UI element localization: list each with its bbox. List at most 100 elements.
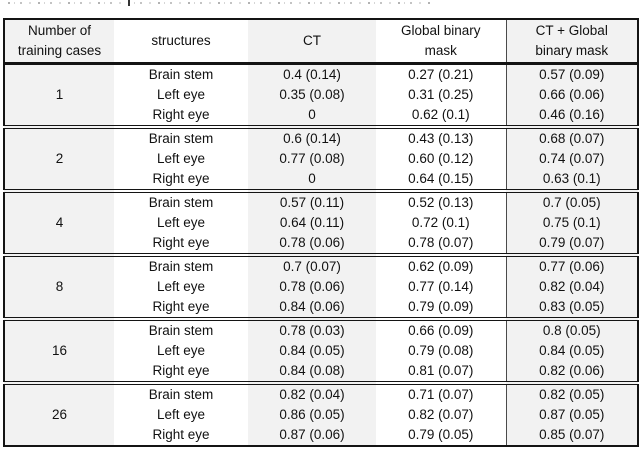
ct-global-binary-mask-score-cell: 0.7 (0.05) <box>505 189 638 213</box>
ct-global-binary-mask-score-cell: 0.75 (0.1) <box>505 213 638 233</box>
structure-cell: Left eye <box>156 343 206 359</box>
ct-global-binary-mask-score-cell: 0.46 (0.16) <box>505 105 638 127</box>
global-binary-mask-score-cell: 0.27 (0.21) <box>408 67 474 83</box>
global-binary-mask-score-cell: 0.82 (0.07) <box>408 407 474 423</box>
table-row: Right eye 0.78 (0.06) 0.78 (0.07) 0.79 (0.0… <box>4 233 638 255</box>
structure-cell: Right eye <box>152 363 210 379</box>
ct-score-cell: 0.57 (0.11) <box>248 189 376 213</box>
ct-global-binary-mask-score-cell: 0.57 (0.09) <box>505 63 638 85</box>
table-row: Left eye 0.64 (0.11) 0.72 (0.1) 0.75 (0.1) <box>4 213 638 233</box>
ct-score-cell: 0 <box>308 171 316 187</box>
table-row: Left eye 0.35 (0.08) 0.31 (0.25) 0.66 (0.06… <box>4 85 638 105</box>
structure-cell: Brain stem <box>114 253 248 277</box>
training-cases-cell: 16 <box>4 317 114 383</box>
structure-cell: Right eye <box>152 235 210 251</box>
structure-cell: Right eye <box>152 427 210 443</box>
ct-score-cell: 0.86 (0.05) <box>279 407 345 423</box>
ct-score-cell: 0.77 (0.08) <box>279 151 345 167</box>
ct-global-binary-mask-score-cell: 0.84 (0.05) <box>505 341 638 361</box>
global-binary-mask-score-cell: 0.52 (0.13) <box>376 189 506 213</box>
structure-cell: Brain stem <box>148 67 214 83</box>
table-row: Right eye 0 0.64 (0.15) 0.63 (0.1) <box>4 169 638 191</box>
structure-cell: Brain stem <box>114 317 248 341</box>
training-cases-cell: 8 <box>4 253 114 319</box>
global-binary-mask-score-cell: 0.66 (0.09) <box>376 317 506 341</box>
table-row: Right eye 0.84 (0.08) 0.81 (0.07) 0.82 (0.0… <box>4 361 638 383</box>
header-number-of-training-cases: Number of training cases <box>4 19 114 65</box>
structure-cell: Right eye <box>152 171 210 187</box>
training-cases-cell: 1 <box>55 87 64 103</box>
ct-global-binary-mask-score-cell: 0.82 (0.06) <box>505 361 638 383</box>
ct-score-cell: 0.84 (0.05) <box>279 343 345 359</box>
ct-score-cell: 0.4 (0.14) <box>283 67 341 83</box>
ct-score-cell: 0.78 (0.06) <box>279 279 345 295</box>
results-table-body: 1 Brain stem 0.4 (0.14) 0.27 (0.21) 0.57 (0.… <box>4 63 638 446</box>
ct-global-binary-mask-score-cell: 0.83 (0.05) <box>505 297 638 319</box>
ct-score-cell: 0.87 (0.06) <box>279 427 345 443</box>
structure-cell: Brain stem <box>114 125 248 149</box>
cropped-caption-text <box>8 0 432 4</box>
structure-cell: Brain stem <box>114 189 248 213</box>
ct-score-cell: 0.82 (0.04) <box>248 381 376 405</box>
ct-score-cell: 0.7 (0.07) <box>248 253 376 277</box>
ct-global-binary-mask-score-cell: 0.63 (0.1) <box>505 169 638 191</box>
ct-global-binary-mask-score-cell: 0.77 (0.06) <box>505 253 638 277</box>
global-binary-mask-score-cell: 0.43 (0.13) <box>376 125 506 149</box>
results-table: Number of training cases structures CT G… <box>3 18 639 447</box>
structure-cell: Left eye <box>156 87 206 103</box>
header-ct: CT <box>248 19 376 65</box>
header-structures: structures <box>114 19 248 65</box>
table-row: Right eye 0.87 (0.06) 0.79 (0.05) 0.85 (0.0… <box>4 425 638 446</box>
structure-cell: Left eye <box>156 279 206 295</box>
ct-global-binary-mask-score-cell: 0.66 (0.06) <box>505 85 638 105</box>
ct-score-cell: 0.6 (0.14) <box>248 125 376 149</box>
ct-score-cell: 0.78 (0.03) <box>248 317 376 341</box>
table-row: 2 Brain stem 0.6 (0.14) 0.43 (0.13) 0.68 (0.… <box>4 125 638 191</box>
global-binary-mask-score-cell: 0.62 (0.09) <box>376 253 506 277</box>
ct-global-binary-mask-score-cell: 0.8 (0.05) <box>505 317 638 341</box>
global-binary-mask-score-cell: 0.78 (0.07) <box>408 235 474 251</box>
header-row: Number of training cases structures CT G… <box>4 19 638 65</box>
table-row: 1 Brain stem 0.4 (0.14) 0.27 (0.21) 0.57 (0.… <box>4 63 638 101</box>
table-row: Left eye 0.78 (0.06) 0.77 (0.14) 0.82 (0.04… <box>4 277 638 297</box>
training-cases-cell: 26 <box>4 381 114 446</box>
ct-global-binary-mask-score-cell: 0.85 (0.07) <box>505 425 638 446</box>
global-binary-mask-score-cell: 0.81 (0.07) <box>408 363 474 379</box>
global-binary-mask-score-cell: 0.64 (0.15) <box>408 171 474 187</box>
structure-cell: Left eye <box>156 215 206 231</box>
header-global-binary-mask: Global binary mask <box>376 19 506 65</box>
structure-cell: Right eye <box>152 299 210 315</box>
ct-global-binary-mask-score-cell: 0.87 (0.05) <box>505 405 638 425</box>
ct-global-binary-mask-score-cell: 0.82 (0.05) <box>505 381 638 405</box>
ct-score-cell: 0.78 (0.06) <box>279 235 345 251</box>
global-binary-mask-score-cell: 0.72 (0.1) <box>411 215 470 231</box>
table-row: 4 Brain stem 0.57 (0.11) 0.52 (0.13) 0.7 (0.… <box>4 189 638 255</box>
global-binary-mask-score-cell: 0.79 (0.05) <box>408 427 474 443</box>
structure-cell: Brain stem <box>114 381 248 405</box>
global-binary-mask-score-cell: 0.31 (0.25) <box>408 87 474 103</box>
structure-cell: Right eye <box>152 107 210 123</box>
ct-global-binary-mask-score-cell: 0.82 (0.04) <box>505 277 638 297</box>
ct-score-cell: 0.35 (0.08) <box>279 87 345 103</box>
global-binary-mask-score-cell: 0.79 (0.09) <box>408 299 474 315</box>
global-binary-mask-score-cell: 0.62 (0.1) <box>411 107 470 123</box>
table-row: Right eye 0.84 (0.06) 0.79 (0.09) 0.83 (0.0… <box>4 297 638 319</box>
ct-global-binary-mask-score-cell: 0.79 (0.07) <box>505 233 638 255</box>
ct-score-cell: 0.84 (0.08) <box>279 363 345 379</box>
ct-global-binary-mask-score-cell: 0.68 (0.07) <box>505 125 638 149</box>
structure-cell: Left eye <box>156 151 206 167</box>
header-ct-global-binary-mask: CT + Global binary mask <box>505 19 638 65</box>
global-binary-mask-score-cell: 0.71 (0.07) <box>376 381 506 405</box>
global-binary-mask-score-cell: 0.77 (0.14) <box>408 279 474 295</box>
table-row: Left eye 0.86 (0.05) 0.82 (0.07) 0.87 (0.05… <box>4 405 638 425</box>
ct-score-cell: 0.64 (0.11) <box>279 215 345 231</box>
ct-global-binary-mask-score-cell: 0.74 (0.07) <box>505 149 638 169</box>
table-row: 26 Brain stem 0.82 (0.04) 0.71 (0.07) 0.82 (… <box>4 381 638 446</box>
table-row: 8 Brain stem 0.7 (0.07) 0.62 (0.09) 0.77 (0.… <box>4 253 638 319</box>
table-row: 16 Brain stem 0.78 (0.03) 0.66 (0.09) 0.8 (0… <box>4 317 638 383</box>
table-row: Left eye 0.77 (0.08) 0.60 (0.12) 0.74 (0.07… <box>4 149 638 169</box>
ct-score-cell: 0.84 (0.06) <box>279 299 345 315</box>
training-cases-cell: 2 <box>4 125 114 191</box>
global-binary-mask-score-cell: 0.60 (0.12) <box>408 151 474 167</box>
